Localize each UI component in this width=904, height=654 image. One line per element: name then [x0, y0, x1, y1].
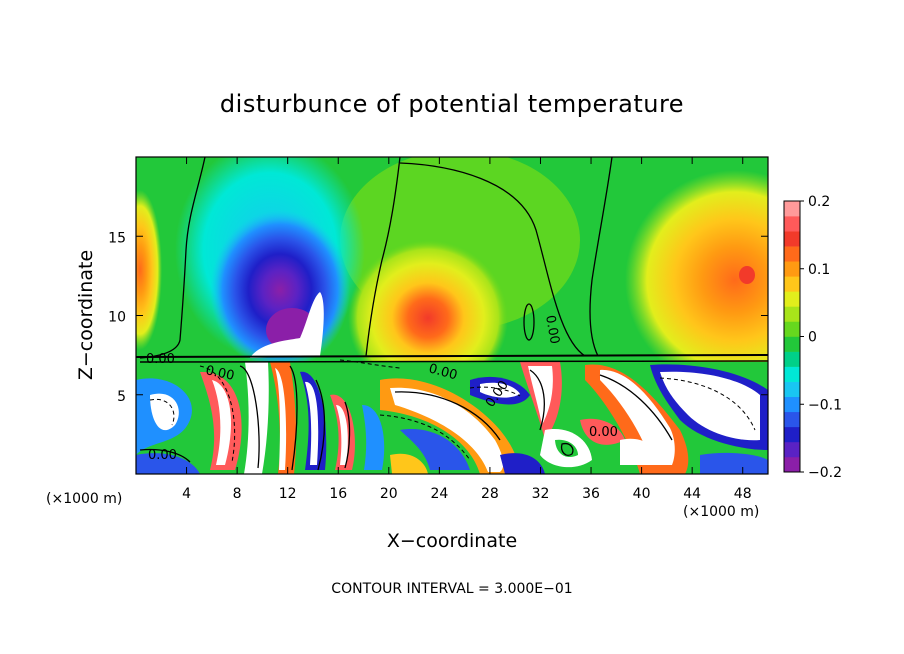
contour-label: 0.00 — [542, 314, 562, 345]
colorbar-swatch — [784, 231, 800, 247]
colorbar-swatch — [784, 411, 800, 428]
field-warm-core-right — [739, 266, 755, 284]
x-tick-label: 36 — [582, 486, 600, 502]
colorbar-swatch — [784, 441, 800, 458]
colorbar-swatch — [784, 216, 800, 232]
contour-interval-note: CONTOUR INTERVAL = 3.000E−01 — [331, 581, 572, 597]
colorbar-tick-label: 0 — [808, 330, 817, 346]
x-tick-label: 20 — [380, 486, 398, 502]
colorbar-tick-label: −0.2 — [808, 465, 842, 481]
field-left-edge-warm — [136, 190, 162, 350]
colorbar-swatch — [784, 276, 800, 292]
colorbar-tick-label: 0.2 — [808, 194, 830, 210]
x-tick-label: 8 — [233, 486, 242, 502]
colorbar-swatch — [784, 201, 800, 217]
colorbar-swatch — [784, 381, 800, 398]
colorbar-tick-label: −0.1 — [808, 397, 842, 413]
x-tick-label: 4 — [182, 486, 191, 502]
chart-title: disturbunce of potential temperature — [220, 90, 684, 118]
colorbar-swatch — [784, 291, 800, 307]
contour-label: 0.00 — [427, 361, 459, 383]
x-axis-label: X−coordinate — [387, 530, 517, 552]
colorbar-swatch — [784, 261, 800, 277]
z-unit-label: (×1000 m) — [46, 491, 122, 507]
field-cold-white-plume — [250, 292, 324, 358]
colorbar-swatch — [784, 366, 800, 382]
colorbar-tick-label: 0.1 — [808, 262, 830, 278]
colorbar: −0.2 −0.1 0 0.1 0.2 — [783, 194, 842, 481]
y-tick-label: 10 — [108, 310, 126, 326]
x-tick-label: 16 — [329, 486, 347, 502]
y-axis-label: Z−coordinate — [75, 250, 97, 380]
contour-label: 0.00 — [146, 352, 175, 367]
colorbar-swatch — [784, 456, 800, 473]
colorbar-swatch — [784, 306, 800, 322]
x-axis: 4 8 12 16 20 24 28 32 36 40 44 48 — [182, 157, 752, 502]
plot-area — [136, 157, 768, 474]
x-tick-label: 12 — [279, 486, 297, 502]
turbulent-layer-structures — [136, 362, 768, 474]
contour-dashed — [149, 359, 756, 463]
colorbar-swatch — [784, 351, 800, 367]
x-tick-label: 32 — [532, 486, 550, 502]
field-warm-anomaly-right — [625, 170, 768, 390]
y-tick-label: 15 — [108, 230, 126, 246]
x-tick-label: 24 — [430, 486, 448, 502]
contour-lines — [136, 157, 768, 471]
colorbar-swatch — [784, 336, 800, 352]
colorbar-swatch — [784, 396, 800, 413]
colorbar-swatch — [784, 426, 800, 443]
contour-label: 0.00 — [204, 363, 235, 384]
colorbar-swatch — [784, 246, 800, 262]
x-tick-label: 28 — [481, 486, 499, 502]
contour-label: 0.00 — [148, 448, 177, 463]
x-unit-label: (×1000 m) — [683, 504, 759, 520]
contour-label: 0.00 — [589, 425, 618, 440]
x-tick-label: 44 — [683, 486, 701, 502]
y-tick-label: 5 — [117, 389, 126, 405]
x-tick-label: 40 — [633, 486, 651, 502]
x-tick-label: 48 — [734, 486, 752, 502]
y-axis: 5 10 15 — [108, 230, 768, 405]
colorbar-swatch — [784, 321, 800, 337]
